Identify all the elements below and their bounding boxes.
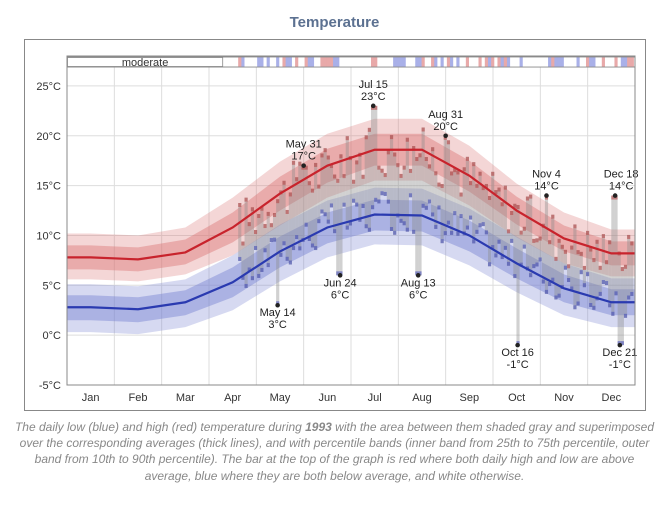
svg-text:Nov: Nov [554, 392, 574, 404]
chart-caption: The daily low (blue) and high (red) temp… [14, 419, 655, 484]
svg-text:May: May [269, 392, 290, 404]
svg-text:May 14: May 14 [259, 307, 295, 319]
svg-text:Oct 16: Oct 16 [501, 347, 533, 359]
svg-text:Jun: Jun [318, 392, 336, 404]
svg-text:-5°C: -5°C [38, 380, 60, 392]
svg-text:Jul 15: Jul 15 [358, 79, 387, 91]
svg-text:3°C: 3°C [268, 319, 287, 331]
svg-text:Mar: Mar [175, 392, 194, 404]
chart-title: Temperature [10, 14, 659, 31]
chart-svg: -5°C 0°C 5°C 10°C 15°C 20°C 25°C Jan Feb Mar Apr Ma… [25, 40, 645, 410]
svg-text:Nov 4: Nov 4 [532, 169, 561, 181]
svg-text:Aug 13: Aug 13 [400, 277, 435, 289]
svg-text:-1°C: -1°C [506, 359, 528, 371]
svg-text:14°C: 14°C [534, 181, 559, 193]
svg-text:17°C: 17°C [291, 151, 316, 163]
svg-text:Jun 24: Jun 24 [323, 277, 356, 289]
svg-text:Oct: Oct [508, 392, 525, 404]
svg-text:Apr: Apr [224, 392, 241, 404]
caption-year: 1993 [305, 420, 332, 434]
svg-text:Dec: Dec [601, 392, 621, 404]
svg-text:5°C: 5°C [42, 280, 61, 292]
svg-text:10°C: 10°C [36, 230, 61, 242]
svg-text:20°C: 20°C [433, 121, 458, 133]
svg-text:Jan: Jan [81, 392, 99, 404]
svg-text:May 31: May 31 [285, 139, 321, 151]
svg-text:23°C: 23°C [360, 91, 385, 103]
caption-pre: The daily low (blue) and high (red) temp… [15, 420, 305, 434]
svg-text:0°C: 0°C [42, 330, 61, 342]
svg-text:Dec 21: Dec 21 [602, 347, 637, 359]
svg-text:25°C: 25°C [36, 81, 61, 93]
svg-text:-1°C: -1°C [608, 359, 630, 371]
svg-text:Sep: Sep [459, 392, 479, 404]
svg-text:Jul: Jul [367, 392, 381, 404]
svg-text:6°C: 6°C [408, 289, 427, 301]
svg-text:Aug 31: Aug 31 [428, 109, 463, 121]
svg-text:6°C: 6°C [330, 289, 349, 301]
temperature-chart: -5°C 0°C 5°C 10°C 15°C 20°C 25°C Jan Feb Mar Apr Ma… [24, 39, 646, 411]
svg-text:15°C: 15°C [36, 181, 61, 193]
svg-text:Aug: Aug [412, 392, 432, 404]
svg-text:20°C: 20°C [36, 131, 61, 143]
svg-text:Dec 18: Dec 18 [603, 169, 638, 181]
svg-text:14°C: 14°C [608, 181, 633, 193]
svg-text:Feb: Feb [128, 392, 147, 404]
